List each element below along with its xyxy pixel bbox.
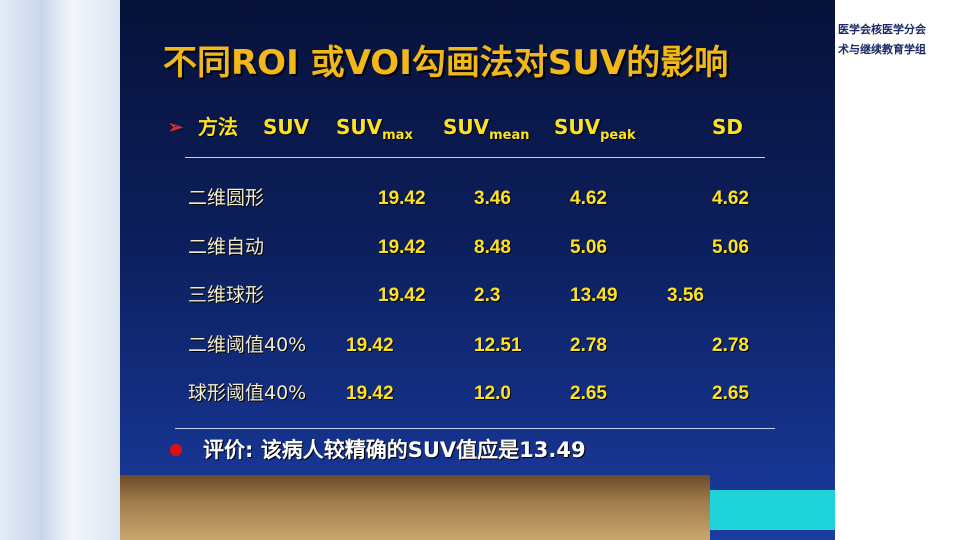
row-label: 三维球形 xyxy=(188,284,265,306)
row-label: 二维自动 xyxy=(188,236,265,258)
table-cell: 19.42 xyxy=(378,188,426,209)
table-rule xyxy=(185,157,765,158)
header-cell: SD xyxy=(712,115,744,139)
table-cell: 2.3 xyxy=(474,285,501,306)
table-cell: 12.51 xyxy=(474,335,522,356)
header-text: SUV xyxy=(336,115,383,139)
row-label: 球形阈值40% xyxy=(188,382,307,404)
table-cell: 2.78 xyxy=(712,335,749,356)
table-cell: 8.48 xyxy=(474,237,511,258)
table-rule xyxy=(175,428,775,429)
header-cell: SUVmean xyxy=(443,117,530,142)
table-cell: 4.62 xyxy=(712,188,749,209)
table-cell: 19.42 xyxy=(346,335,394,356)
table-cell: 4.62 xyxy=(570,188,607,209)
table-cell: 19.42 xyxy=(346,383,394,404)
table-cell: 19.42 xyxy=(378,237,426,258)
table-cell: 3.46 xyxy=(474,188,511,209)
landscape-decoration xyxy=(120,475,710,540)
row-label: 二维阈值40% xyxy=(188,334,307,356)
header-text: SUV xyxy=(443,115,490,139)
table-cell: 19.42 xyxy=(378,285,426,306)
table-cell: 12.0 xyxy=(474,383,511,404)
table-cell: 2.78 xyxy=(570,335,607,356)
slide-background xyxy=(120,0,835,540)
header-subscript: mean xyxy=(489,128,530,143)
header-subscript: peak xyxy=(600,128,636,143)
header-subscript: max xyxy=(382,128,413,143)
header-cell: SUV xyxy=(263,115,310,139)
evaluation-text: 评价: 该病人较精确的SUV值应是13.49 xyxy=(203,438,586,462)
table-cell: 2.65 xyxy=(712,383,749,404)
bullet-arrow: ➢ xyxy=(168,117,184,137)
row-label: 二维圆形 xyxy=(188,187,265,209)
header-text: SUV xyxy=(554,115,601,139)
cyan-strip xyxy=(710,490,835,530)
header-cell: 方法 xyxy=(198,115,238,139)
header-cell: SUVpeak xyxy=(554,117,636,142)
table-cell: 5.06 xyxy=(570,237,607,258)
bullet-dot xyxy=(170,444,182,456)
slide-title: 不同ROI 或VOI勾画法对SUV的影响 xyxy=(163,43,729,83)
table-cell: 2.65 xyxy=(570,383,607,404)
table-cell: 5.06 xyxy=(712,237,749,258)
table-cell: 3.56 xyxy=(667,285,704,306)
org-line: 医学会核医学分会 xyxy=(838,23,926,36)
table-cell: 13.49 xyxy=(570,285,618,306)
header-cell: SUVmax xyxy=(336,117,413,142)
bamboo-decoration xyxy=(0,0,120,540)
org-line: 术与继续教育学组 xyxy=(838,43,926,56)
